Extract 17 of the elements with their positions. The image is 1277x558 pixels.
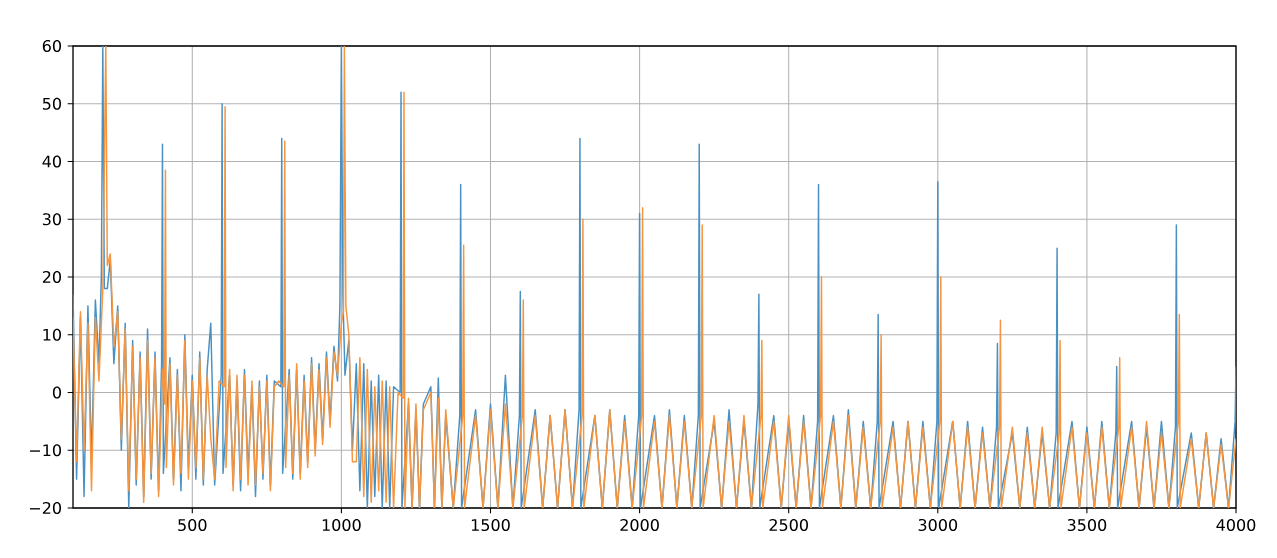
y-tick-label: −10 bbox=[30, 444, 62, 457]
y-tick-label: 60 bbox=[42, 39, 62, 53]
x-tick-label: 2000 bbox=[620, 518, 659, 532]
y-tick-label: 40 bbox=[42, 155, 62, 168]
x-tick-label: 500 bbox=[178, 518, 207, 532]
x-tick-label: 1500 bbox=[471, 518, 510, 532]
y-tick-label: 0 bbox=[52, 386, 62, 399]
x-tick-label: 3000 bbox=[918, 518, 958, 532]
y-tick-label: 10 bbox=[43, 328, 62, 341]
y-tick-label: 30 bbox=[42, 213, 62, 226]
x-tick-label: 4000 bbox=[1216, 518, 1256, 532]
x-tick-label: 2500 bbox=[769, 518, 808, 532]
y-tick-label: −20 bbox=[30, 501, 62, 515]
x-tick-label: 1000 bbox=[322, 518, 361, 532]
y-tick-label: 50 bbox=[42, 97, 62, 110]
x-tick-label: 3500 bbox=[1067, 518, 1107, 532]
y-tick-label: 20 bbox=[42, 270, 62, 284]
